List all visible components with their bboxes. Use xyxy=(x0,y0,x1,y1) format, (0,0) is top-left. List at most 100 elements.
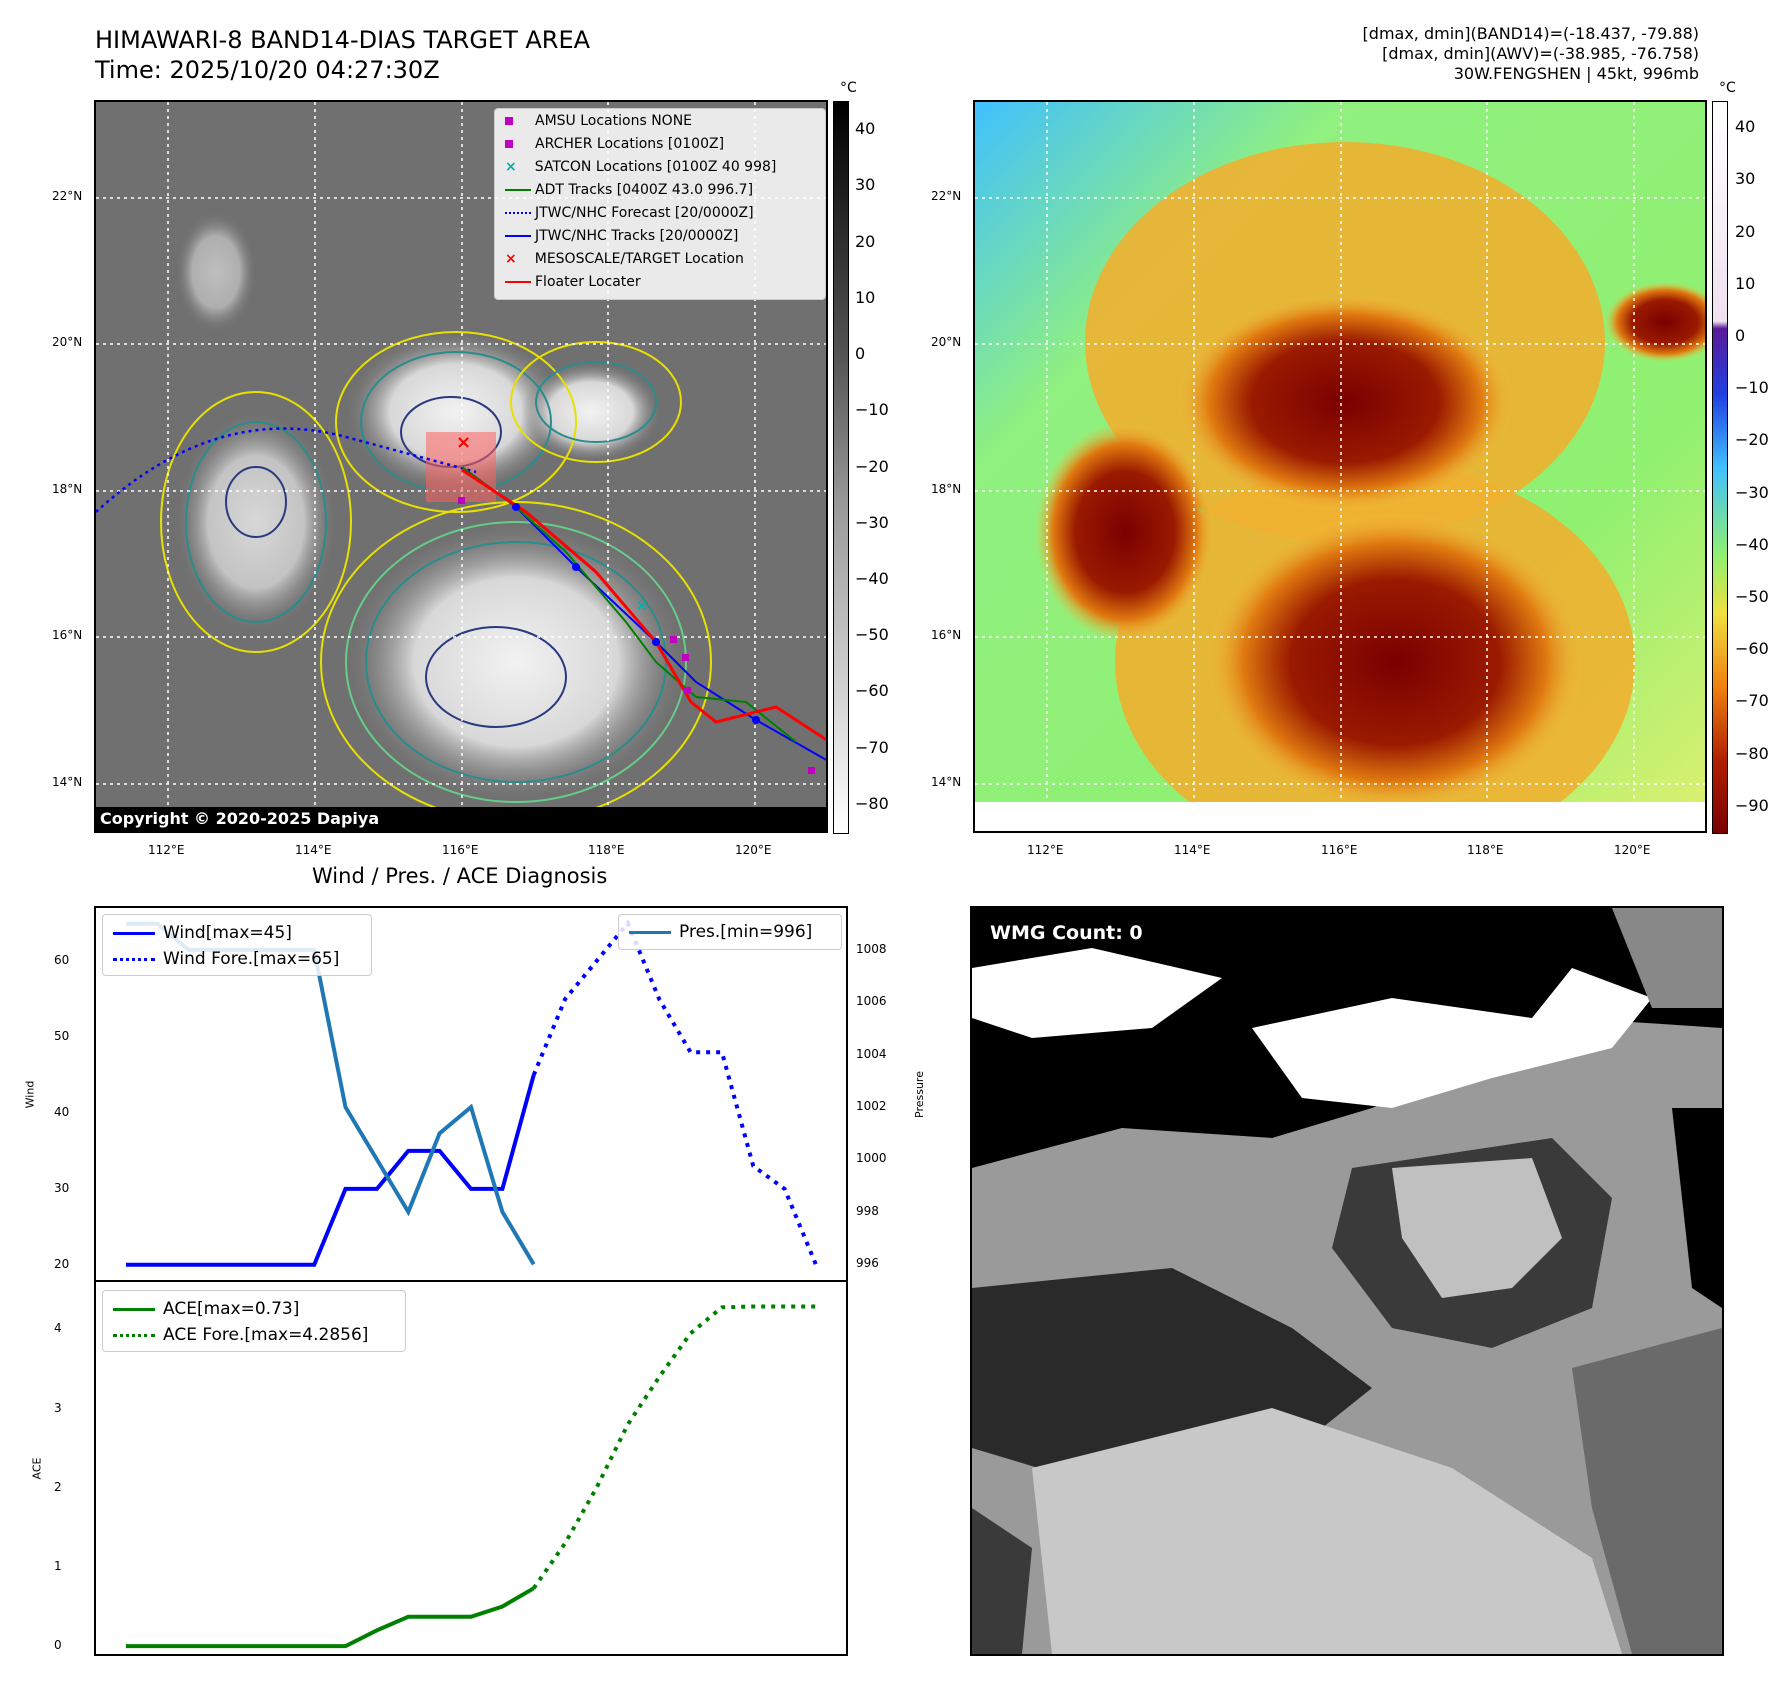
awv-map-image xyxy=(975,102,1705,831)
colorbar1-tick-label: −60 xyxy=(855,681,889,701)
square-icon xyxy=(505,117,513,125)
track-legend: AMSU Locations NONE ARCHER Locations [01… xyxy=(494,108,826,300)
colorbar2-tick-label: −50 xyxy=(1735,587,1769,607)
awv-map-panel xyxy=(973,100,1707,833)
colorbar1-unit: °C xyxy=(840,80,857,96)
colorbar2-unit: °C xyxy=(1719,80,1736,96)
colorbar2-tick-label: 30 xyxy=(1735,169,1756,189)
colorbar2-tick-label: −60 xyxy=(1735,639,1769,659)
wind-pressure-y2-tick: 998 xyxy=(856,1203,879,1218)
legend-item-forecast: JTWC/NHC Forecast [20/0000Z] xyxy=(505,205,754,221)
colorbar1-tick-label: −80 xyxy=(855,793,889,813)
line-icon xyxy=(505,281,531,283)
lon-tick: 116°E xyxy=(442,843,479,857)
lon-tick: 116°E xyxy=(1321,843,1358,857)
wind-pressure-y-tick: 30 xyxy=(54,1180,70,1195)
ace-y-tick: 0 xyxy=(54,1638,62,1653)
lon-tick: 118°E xyxy=(588,843,625,857)
x-mark-icon: × xyxy=(505,251,517,267)
ace-y-tick: 1 xyxy=(54,1558,62,1573)
ace-y-tick: 4 xyxy=(54,1321,62,1336)
colorbar2-tick-label: 10 xyxy=(1735,273,1756,293)
colorbar2-tick-label: −10 xyxy=(1735,378,1769,398)
wind-pressure-y2-tick: 1000 xyxy=(856,1151,887,1166)
wind-axis-label: Wind xyxy=(23,1080,37,1109)
lat-tick: 20°N xyxy=(931,335,962,349)
lat-tick: 22°N xyxy=(52,189,83,203)
colorbar2-tick-label: 0 xyxy=(1735,325,1746,345)
colorbar1-tick-label: −10 xyxy=(855,400,889,420)
ir-map-panel: × × Copyright © 2020-2025 Dapiya AMSU Lo… xyxy=(94,100,828,833)
wind-pressure-y-tick: 40 xyxy=(54,1104,70,1119)
wind-pressure-y2-tick: 1008 xyxy=(856,941,887,956)
legend-item-wind-forecast: Wind Fore.[max=65] xyxy=(113,949,339,969)
colorbar2-tick-label: −40 xyxy=(1735,534,1769,554)
ace-plot xyxy=(126,1304,816,1649)
wind-legend: Wind[max=45] Wind Fore.[max=65] xyxy=(102,914,372,976)
colorbar1-tick-label: −20 xyxy=(855,456,889,476)
square-icon xyxy=(505,140,513,148)
dotted-line-icon xyxy=(113,1333,155,1337)
wind-pressure-y-tick: 50 xyxy=(54,1029,70,1044)
legend-item-satcon: × SATCON Locations [0100Z 40 998] xyxy=(505,159,777,175)
legend-item-wind: Wind[max=45] xyxy=(113,923,292,943)
x-mark-icon: × xyxy=(505,159,517,175)
wind-pressure-y-tick: 20 xyxy=(54,1256,70,1271)
dotted-line-icon xyxy=(113,957,155,961)
legend-item-ace: ACE[max=0.73] xyxy=(113,1299,299,1319)
figure-time: Time: 2025/10/20 04:27:30Z xyxy=(95,56,440,84)
ace-series-1-line xyxy=(532,1304,816,1590)
lon-tick: 112°E xyxy=(148,843,185,857)
colorbar2-tick-label: −30 xyxy=(1735,482,1769,502)
lon-tick: 112°E xyxy=(1027,843,1064,857)
figure-title: HIMAWARI-8 BAND14-DIAS TARGET AREA xyxy=(95,26,591,54)
line-dot-icon xyxy=(505,235,531,237)
lon-tick: 120°E xyxy=(735,843,772,857)
copyright-text: Copyright © 2020-2025 Dapiya xyxy=(100,809,380,828)
svg-text:×: × xyxy=(636,598,648,614)
legend-item-tracks: JTWC/NHC Tracks [20/0000Z] xyxy=(505,228,738,244)
ace-series-0-line xyxy=(126,1586,535,1649)
colorbar2-tick-label: −80 xyxy=(1735,743,1769,763)
lat-tick: 16°N xyxy=(931,628,962,642)
colorbar1-tick-label: 40 xyxy=(855,119,876,139)
colorbar1-tick-label: 20 xyxy=(855,231,876,251)
legend-item-amsu: AMSU Locations NONE xyxy=(505,113,692,129)
ace-axis-label: ACE xyxy=(30,1457,44,1480)
info-line-1: [dmax, dmin](BAND14)=(-18.437, -79.88) xyxy=(1362,24,1699,43)
ace-legend: ACE[max=0.73] ACE Fore.[max=4.2856] xyxy=(102,1290,406,1352)
colorbar2 xyxy=(1712,101,1728,834)
colorbar1-tick-label: −30 xyxy=(855,512,889,532)
pressure-legend: Pres.[min=996] xyxy=(618,914,842,950)
colorbar1 xyxy=(833,101,849,834)
legend-item-archer: ARCHER Locations [0100Z] xyxy=(505,136,724,152)
lat-tick: 20°N xyxy=(52,335,83,349)
lon-tick: 120°E xyxy=(1614,843,1651,857)
wind-pressure-y-tick: 60 xyxy=(54,953,70,968)
wind-pressure-series-1-line xyxy=(531,919,818,1266)
ace-y-tick: 2 xyxy=(54,1479,62,1494)
line-icon xyxy=(629,930,671,934)
legend-item-pressure: Pres.[min=996] xyxy=(629,922,812,942)
wmg-image xyxy=(972,908,1722,1654)
lat-tick: 18°N xyxy=(52,482,83,496)
wind-pressure-chart: Wind[max=45] Wind Fore.[max=65] Pres.[mi… xyxy=(94,906,848,1282)
lon-tick: 114°E xyxy=(1174,843,1211,857)
colorbar2-tick-label: −70 xyxy=(1735,691,1769,711)
lat-tick: 18°N xyxy=(931,482,962,496)
colorbar2-tick-label: 20 xyxy=(1735,221,1756,241)
colorbar2-tick-label: −20 xyxy=(1735,430,1769,450)
legend-item-ace-forecast: ACE Fore.[max=4.2856] xyxy=(113,1325,368,1345)
colorbar1-tick-label: 10 xyxy=(855,287,876,307)
colorbar1-tick-label: 0 xyxy=(855,344,866,364)
info-line-3: 30W.FENGSHEN | 45kt, 996mb xyxy=(1453,64,1699,83)
colorbar1-tick-label: −40 xyxy=(855,568,889,588)
lat-tick: 14°N xyxy=(52,775,83,789)
line-icon xyxy=(113,931,155,935)
info-block: [dmax, dmin](BAND14)=(-18.437, -79.88) [… xyxy=(1363,24,1699,84)
dotted-line-icon xyxy=(505,212,531,214)
ace-chart: ACE[max=0.73] ACE Fore.[max=4.2856] xyxy=(94,1280,848,1656)
wind-pressure-y2-tick: 1004 xyxy=(856,1046,887,1061)
wmg-panel: WMG Count: 0 xyxy=(970,906,1724,1656)
colorbar2-tick-label: −90 xyxy=(1735,795,1769,815)
